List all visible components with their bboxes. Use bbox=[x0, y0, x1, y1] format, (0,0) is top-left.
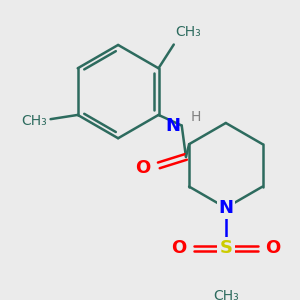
Text: CH₃: CH₃ bbox=[21, 114, 47, 128]
Text: H: H bbox=[190, 110, 201, 124]
Text: N: N bbox=[218, 199, 233, 217]
Text: O: O bbox=[172, 239, 187, 257]
Text: N: N bbox=[166, 116, 181, 134]
Text: O: O bbox=[265, 239, 280, 257]
Text: S: S bbox=[219, 239, 232, 257]
Text: CH₃: CH₃ bbox=[213, 289, 239, 300]
Text: O: O bbox=[135, 159, 150, 177]
Text: CH₃: CH₃ bbox=[176, 26, 201, 39]
